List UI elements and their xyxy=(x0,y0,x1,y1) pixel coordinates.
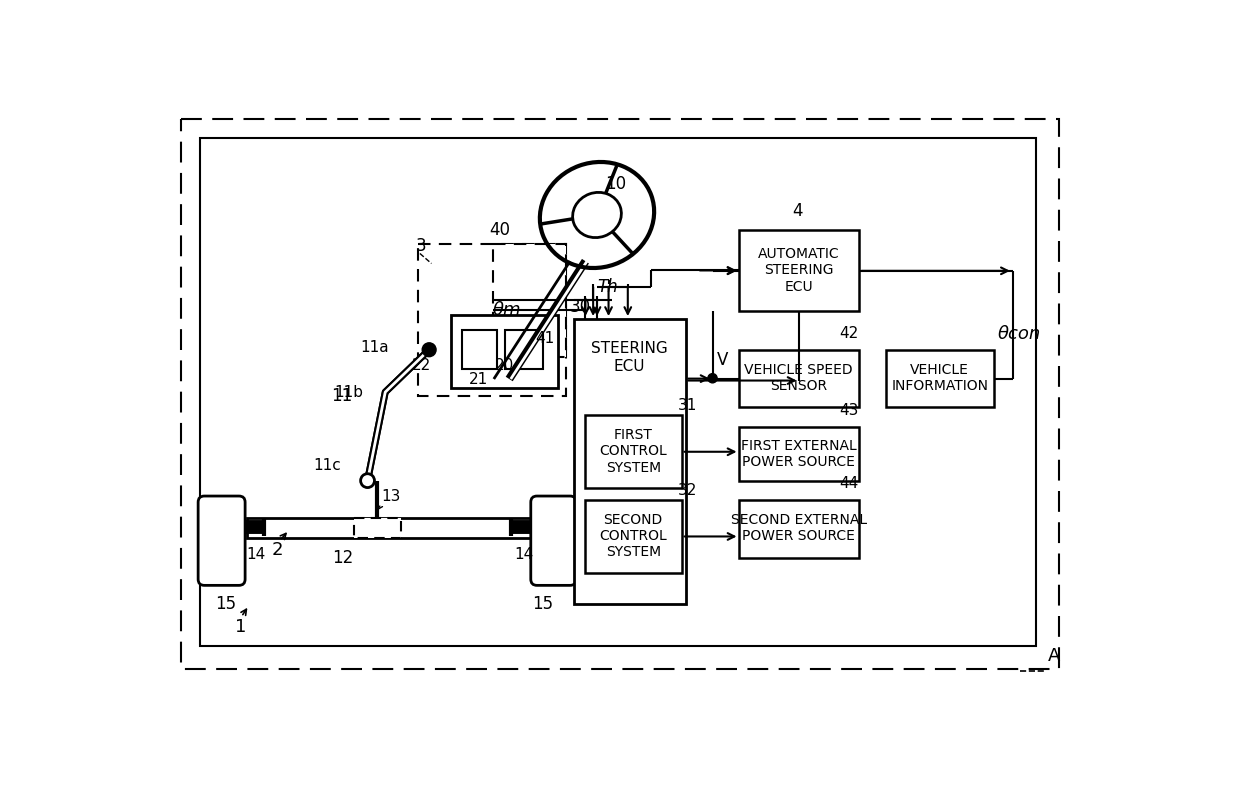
Text: θm: θm xyxy=(494,300,522,319)
Circle shape xyxy=(422,343,436,357)
FancyBboxPatch shape xyxy=(198,496,246,585)
Bar xyxy=(739,350,859,407)
Text: 3: 3 xyxy=(417,237,427,255)
Text: 14: 14 xyxy=(515,547,533,562)
Text: 40: 40 xyxy=(490,222,510,239)
Bar xyxy=(505,331,543,369)
Text: 11b: 11b xyxy=(335,385,363,399)
Text: 22: 22 xyxy=(412,358,432,373)
Bar xyxy=(418,244,567,396)
Circle shape xyxy=(708,374,717,383)
Text: VEHICLE SPEED
SENSOR: VEHICLE SPEED SENSOR xyxy=(744,363,853,394)
Text: SECOND EXTERNAL
POWER SOURCE: SECOND EXTERNAL POWER SOURCE xyxy=(730,513,867,544)
Bar xyxy=(585,415,682,489)
Bar xyxy=(463,331,497,369)
Bar xyxy=(739,230,859,312)
Bar xyxy=(247,517,542,539)
Text: AUTOMATIC
STEERING
ECU: AUTOMATIC STEERING ECU xyxy=(758,247,839,293)
Text: 21: 21 xyxy=(469,371,489,387)
Bar xyxy=(739,500,859,558)
Bar xyxy=(450,315,558,388)
Bar xyxy=(585,500,682,573)
Text: FIRST
CONTROL
SYSTEM: FIRST CONTROL SYSTEM xyxy=(599,428,667,474)
Text: Th: Th xyxy=(596,277,618,296)
Text: 11a: 11a xyxy=(361,340,389,355)
Text: 32: 32 xyxy=(678,482,697,497)
Text: 10: 10 xyxy=(605,175,626,193)
Text: 43: 43 xyxy=(839,402,859,418)
Bar xyxy=(739,426,859,481)
Text: 42: 42 xyxy=(839,325,859,340)
Bar xyxy=(201,138,1035,646)
Text: 14: 14 xyxy=(247,547,265,562)
Text: 15: 15 xyxy=(532,595,554,613)
Text: 44: 44 xyxy=(839,476,859,491)
Text: SECOND
CONTROL
SYSTEM: SECOND CONTROL SYSTEM xyxy=(599,513,667,559)
Text: VEHICLE
INFORMATION: VEHICLE INFORMATION xyxy=(892,363,988,394)
Text: 15: 15 xyxy=(216,595,237,613)
Text: 4: 4 xyxy=(792,202,802,221)
Bar xyxy=(355,517,401,539)
Text: 11: 11 xyxy=(331,387,352,405)
Text: V: V xyxy=(717,351,728,369)
Bar xyxy=(181,119,1059,669)
Bar xyxy=(885,350,993,407)
Text: θcon: θcon xyxy=(997,325,1040,344)
Bar xyxy=(574,319,686,604)
Circle shape xyxy=(361,473,374,488)
Text: 2: 2 xyxy=(272,541,284,559)
Text: 41: 41 xyxy=(536,331,554,346)
FancyBboxPatch shape xyxy=(531,496,577,585)
Text: 1: 1 xyxy=(236,618,247,636)
Text: 11c: 11c xyxy=(312,457,341,473)
Text: 12: 12 xyxy=(332,548,353,567)
Text: STEERING
ECU: STEERING ECU xyxy=(591,341,667,374)
Bar xyxy=(494,244,567,357)
Text: FIRST EXTERNAL
POWER SOURCE: FIRST EXTERNAL POWER SOURCE xyxy=(740,438,857,469)
Text: 31: 31 xyxy=(678,398,697,413)
Text: 30: 30 xyxy=(570,298,591,316)
Text: 13: 13 xyxy=(382,489,401,504)
Text: A: A xyxy=(1048,647,1060,665)
Text: 20: 20 xyxy=(495,358,513,373)
